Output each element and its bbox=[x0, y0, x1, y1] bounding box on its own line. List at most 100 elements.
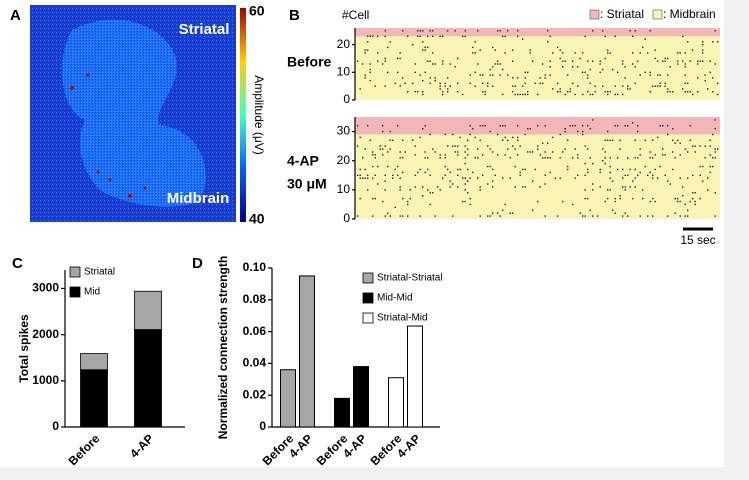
spike bbox=[572, 66, 574, 68]
spike bbox=[707, 177, 709, 179]
midbrain-band bbox=[355, 134, 720, 219]
bar bbox=[388, 377, 404, 428]
spike bbox=[499, 63, 501, 65]
axis-title: #Cell bbox=[342, 8, 369, 22]
spike bbox=[597, 215, 599, 217]
spike bbox=[632, 122, 634, 124]
spike bbox=[477, 148, 479, 150]
spike bbox=[464, 151, 466, 153]
spike bbox=[477, 157, 479, 159]
spike bbox=[502, 139, 504, 142]
spike bbox=[449, 180, 451, 182]
spike bbox=[367, 177, 369, 179]
spike bbox=[647, 215, 649, 217]
spike bbox=[512, 49, 514, 51]
spike bbox=[712, 77, 714, 79]
spike bbox=[677, 139, 679, 142]
spike bbox=[522, 93, 524, 96]
spike bbox=[657, 74, 659, 76]
spike bbox=[484, 125, 486, 127]
spike bbox=[607, 93, 609, 96]
spike bbox=[549, 171, 551, 174]
spike bbox=[372, 151, 374, 153]
spike bbox=[502, 68, 504, 71]
spike bbox=[469, 133, 471, 136]
spike bbox=[589, 82, 591, 85]
spike bbox=[662, 125, 664, 127]
spike bbox=[709, 165, 711, 168]
spike bbox=[464, 183, 466, 185]
spike bbox=[524, 93, 526, 96]
spike bbox=[667, 215, 669, 217]
legend-swatch bbox=[589, 9, 600, 20]
spike bbox=[364, 52, 366, 54]
spike bbox=[474, 71, 476, 74]
spike bbox=[652, 85, 654, 87]
spike bbox=[617, 93, 619, 96]
spike bbox=[619, 194, 621, 197]
spike bbox=[652, 139, 654, 142]
hotspots bbox=[70, 73, 147, 198]
spike bbox=[712, 90, 714, 93]
spike bbox=[589, 157, 591, 159]
spike bbox=[592, 60, 594, 62]
spike bbox=[414, 186, 416, 188]
spike bbox=[559, 49, 561, 51]
spike bbox=[662, 154, 664, 156]
spike bbox=[699, 174, 701, 176]
spike bbox=[562, 60, 564, 62]
y-tick-label: 0.10 bbox=[243, 260, 267, 274]
spike bbox=[659, 74, 661, 76]
spike bbox=[569, 90, 571, 93]
spike bbox=[614, 212, 616, 214]
spike bbox=[469, 197, 471, 200]
y-tick-label: 0 bbox=[343, 92, 350, 106]
spike bbox=[432, 148, 434, 150]
spike bbox=[559, 133, 561, 136]
spike bbox=[549, 74, 551, 76]
spike bbox=[557, 46, 559, 49]
spike bbox=[667, 90, 669, 93]
spike bbox=[592, 183, 594, 185]
spike bbox=[469, 203, 471, 206]
spike bbox=[379, 148, 381, 150]
spike bbox=[659, 165, 661, 168]
spike bbox=[524, 133, 526, 136]
spike bbox=[687, 90, 689, 93]
spike bbox=[417, 30, 419, 32]
spike bbox=[704, 74, 706, 76]
spike bbox=[637, 60, 639, 62]
spike bbox=[464, 145, 466, 147]
spike bbox=[477, 63, 479, 65]
spike bbox=[504, 35, 506, 38]
spike bbox=[479, 189, 481, 191]
spike bbox=[384, 30, 386, 32]
spike bbox=[514, 186, 516, 188]
spike bbox=[454, 151, 456, 153]
legend-label: Mid bbox=[84, 287, 100, 298]
spike bbox=[579, 212, 581, 214]
spike bbox=[429, 133, 431, 136]
spike bbox=[589, 68, 591, 71]
spike bbox=[507, 148, 509, 150]
spike bbox=[442, 93, 444, 96]
spike bbox=[587, 148, 589, 150]
y-tick-label: 0 bbox=[52, 419, 59, 433]
spike bbox=[357, 60, 359, 62]
spike bbox=[479, 125, 481, 127]
spike bbox=[487, 215, 489, 217]
spike bbox=[584, 71, 586, 74]
spike bbox=[562, 151, 564, 153]
spike bbox=[587, 60, 589, 62]
spike bbox=[717, 93, 719, 96]
spike bbox=[552, 151, 554, 153]
spike bbox=[452, 145, 454, 147]
y-tick-label: 10 bbox=[337, 182, 351, 196]
spike bbox=[512, 136, 514, 139]
spike bbox=[564, 130, 566, 133]
spike bbox=[567, 90, 569, 93]
spike bbox=[387, 71, 389, 74]
spike bbox=[657, 60, 659, 62]
spike bbox=[497, 133, 499, 136]
spike bbox=[549, 35, 551, 38]
